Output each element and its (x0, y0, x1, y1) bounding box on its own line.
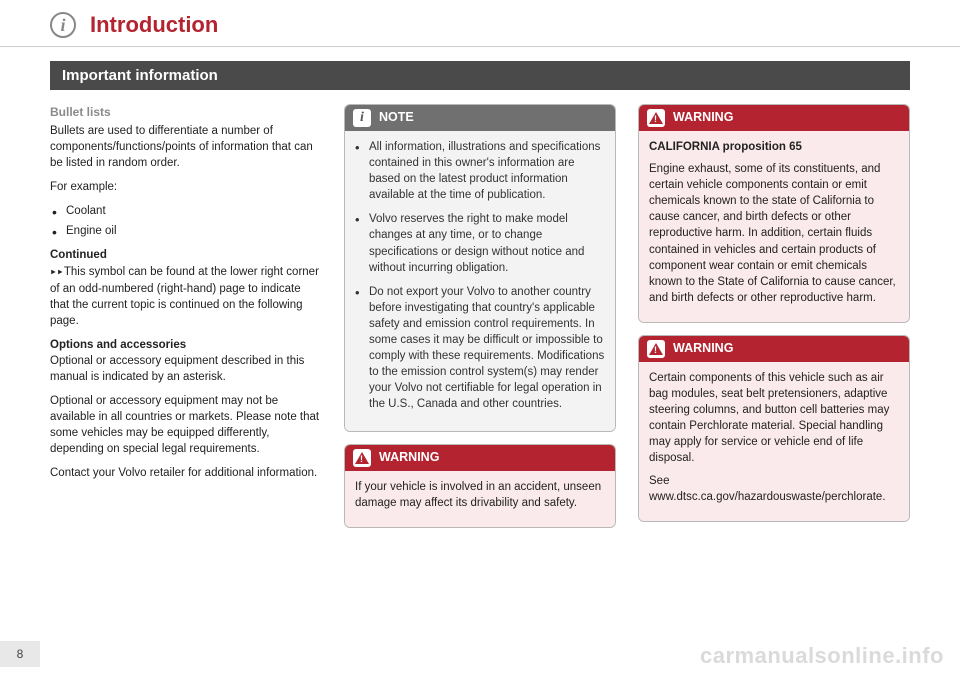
warning-body: If your vehicle is involved in an accide… (345, 471, 615, 527)
header-inner: i Introduction (50, 12, 960, 38)
warning-header: WARNING (345, 445, 615, 471)
warning-label: WARNING (673, 340, 733, 358)
warning2-text: Engine exhaust, some of its constituents… (649, 161, 899, 306)
note-header: i NOTE (345, 105, 615, 131)
warning-header: WARNING (639, 336, 909, 362)
options-p2: Optional or accessory equipment may not … (50, 393, 322, 457)
list-item: Do not export your Volvo to another coun… (355, 284, 605, 413)
warning-icon (647, 340, 665, 358)
section-title-bar: Important information (50, 61, 910, 90)
example-bullets: Coolant Engine oil (50, 203, 322, 239)
chapter-title: Introduction (90, 12, 218, 38)
options-p1: Optional or accessory equipment describe… (50, 355, 304, 383)
options-heading: Options and accessories (50, 339, 186, 351)
continued-arrow-icon: ▸▸ (50, 264, 64, 278)
list-item: Coolant (50, 203, 322, 219)
note-callout: i NOTE All information, illustrations an… (344, 104, 616, 432)
info-icon-glyph: i (60, 15, 65, 36)
note-icon: i (353, 109, 371, 127)
warning3-p2: See www.dtsc.ca.gov/hazardouswaste/perch… (649, 473, 899, 505)
options-p3: Contact your Volvo retailer for addition… (50, 465, 322, 481)
options-block: Options and accessories Optional or acce… (50, 337, 322, 385)
continued-text: This symbol can be found at the lower ri… (50, 266, 319, 326)
warning-icon (647, 109, 665, 127)
warning2-heading: CALIFORNIA proposition 65 (649, 141, 802, 153)
continued-label: Continued (50, 249, 107, 261)
warning-body: Certain components of this vehicle such … (639, 362, 909, 521)
warning1-text: If your vehicle is involved in an accide… (355, 479, 605, 511)
note-label: NOTE (379, 109, 414, 127)
content-columns: Bullet lists Bullets are used to differe… (0, 90, 960, 540)
warning-label: WARNING (379, 449, 439, 467)
info-icon: i (50, 12, 76, 38)
warning3-p1: Certain components of this vehicle such … (649, 370, 899, 467)
warning-header: WARNING (639, 105, 909, 131)
column-2: i NOTE All information, illustrations an… (344, 104, 616, 540)
for-example-label: For example: (50, 179, 322, 195)
warning-callout-1: WARNING If your vehicle is involved in a… (344, 444, 616, 528)
warning-callout-2: WARNING CALIFORNIA proposition 65 Engine… (638, 104, 910, 323)
warning-callout-3: WARNING Certain components of this vehic… (638, 335, 910, 522)
warning-icon (353, 449, 371, 467)
list-item: Volvo reserves the right to make model c… (355, 211, 605, 275)
continued-block: Continued ▸▸This symbol can be found at … (50, 247, 322, 328)
list-item: Engine oil (50, 223, 322, 239)
column-1: Bullet lists Bullets are used to differe… (50, 104, 322, 540)
watermark: carmanualsonline.info (700, 643, 944, 669)
bullet-lists-heading: Bullet lists (50, 104, 322, 121)
list-item: All information, illustrations and speci… (355, 139, 605, 203)
bullet-lists-intro: Bullets are used to differentiate a numb… (50, 123, 322, 171)
page-header: i Introduction (0, 0, 960, 47)
column-3: WARNING CALIFORNIA proposition 65 Engine… (638, 104, 910, 540)
note-body: All information, illustrations and speci… (345, 131, 615, 431)
warning-body: CALIFORNIA proposition 65 Engine exhaust… (639, 131, 909, 322)
warning-label: WARNING (673, 109, 733, 127)
page-number: 8 (0, 641, 40, 667)
